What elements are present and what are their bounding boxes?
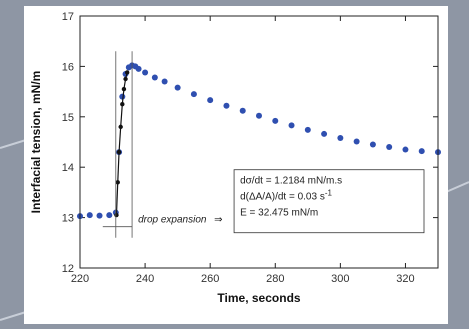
y-tick-label: 17: [62, 11, 74, 23]
y-axis-title: Interfacial tension, mN/m: [29, 71, 43, 214]
data-point: [369, 141, 376, 148]
results-box: [233, 169, 425, 234]
expansion-point: [114, 212, 119, 218]
chart-card: 220 240 260 280 300 320 12 13 14 15 16 17 Time, sec…: [24, 6, 448, 324]
data-point: [272, 117, 279, 124]
data-point: [207, 97, 214, 104]
data-point: [402, 146, 409, 153]
data-point: [353, 138, 360, 145]
data-series: [77, 62, 441, 220]
y-tick-label: 14: [62, 162, 74, 174]
data-point: [256, 112, 262, 119]
plot-frame: [79, 15, 439, 269]
results-line-strain-text: d(ΔA/A)/dt = 0.03 s: [240, 192, 325, 203]
data-point: [106, 212, 113, 219]
data-point: [190, 91, 197, 98]
axis-tick-labels: 220 240 260 280 300 320 12 13 14 15 16 17: [62, 11, 415, 285]
x-tick-label: 300: [331, 273, 349, 285]
annotation-group: drop expansion ⇒ dσ/dt = 1.2184 mN/m.s d…: [102, 51, 425, 238]
data-point: [86, 212, 93, 219]
y-tick-label: 15: [62, 112, 74, 124]
x-tick-label: 320: [396, 273, 414, 285]
drop-expansion-arrow: ⇒: [214, 215, 222, 226]
data-point: [135, 65, 142, 72]
data-point: [321, 130, 328, 137]
data-point: [239, 107, 246, 114]
x-tick-label: 260: [201, 273, 219, 285]
drop-expansion-label: drop expansion: [138, 215, 207, 226]
x-tick-label: 220: [71, 273, 89, 285]
expansion-point: [124, 70, 130, 75]
data-point: [304, 126, 311, 133]
expansion-point: [121, 86, 127, 92]
y-tick-label: 16: [62, 61, 74, 73]
data-point: [161, 78, 168, 85]
expansion-point: [118, 124, 123, 130]
x-tick-label: 240: [136, 273, 154, 285]
x-tick-label: 280: [266, 273, 284, 285]
results-line-strain-exponent: -1: [325, 189, 333, 198]
data-point: [337, 134, 344, 141]
x-axis-title: Time, seconds: [217, 291, 300, 305]
data-point: [288, 122, 295, 129]
y-tick-label: 12: [62, 263, 74, 275]
data-point: [151, 74, 158, 81]
results-line-rate: dσ/dt = 1.2184 mN/m.s: [240, 176, 342, 187]
decor-line-right: [445, 181, 469, 193]
y-tick-label: 13: [62, 213, 74, 225]
results-line-strain: d(ΔA/A)/dt = 0.03 s-1: [240, 189, 332, 203]
data-point: [142, 69, 149, 76]
results-line-modulus: E = 32.475 mN/m: [240, 208, 318, 219]
data-point: [418, 148, 425, 155]
data-point: [174, 84, 181, 91]
expansion-point: [116, 149, 122, 155]
decor-line-left: [0, 139, 27, 149]
decor-line-bottom-left: [0, 311, 27, 321]
expansion-point: [115, 180, 120, 185]
data-point: [223, 102, 230, 109]
data-point: [386, 144, 393, 151]
expansion-point: [123, 76, 128, 82]
data-point: [96, 212, 103, 219]
tension-chart: 220 240 260 280 300 320 12 13 14 15 16 17 Time, sec…: [29, 11, 441, 305]
expansion-point: [120, 102, 125, 107]
